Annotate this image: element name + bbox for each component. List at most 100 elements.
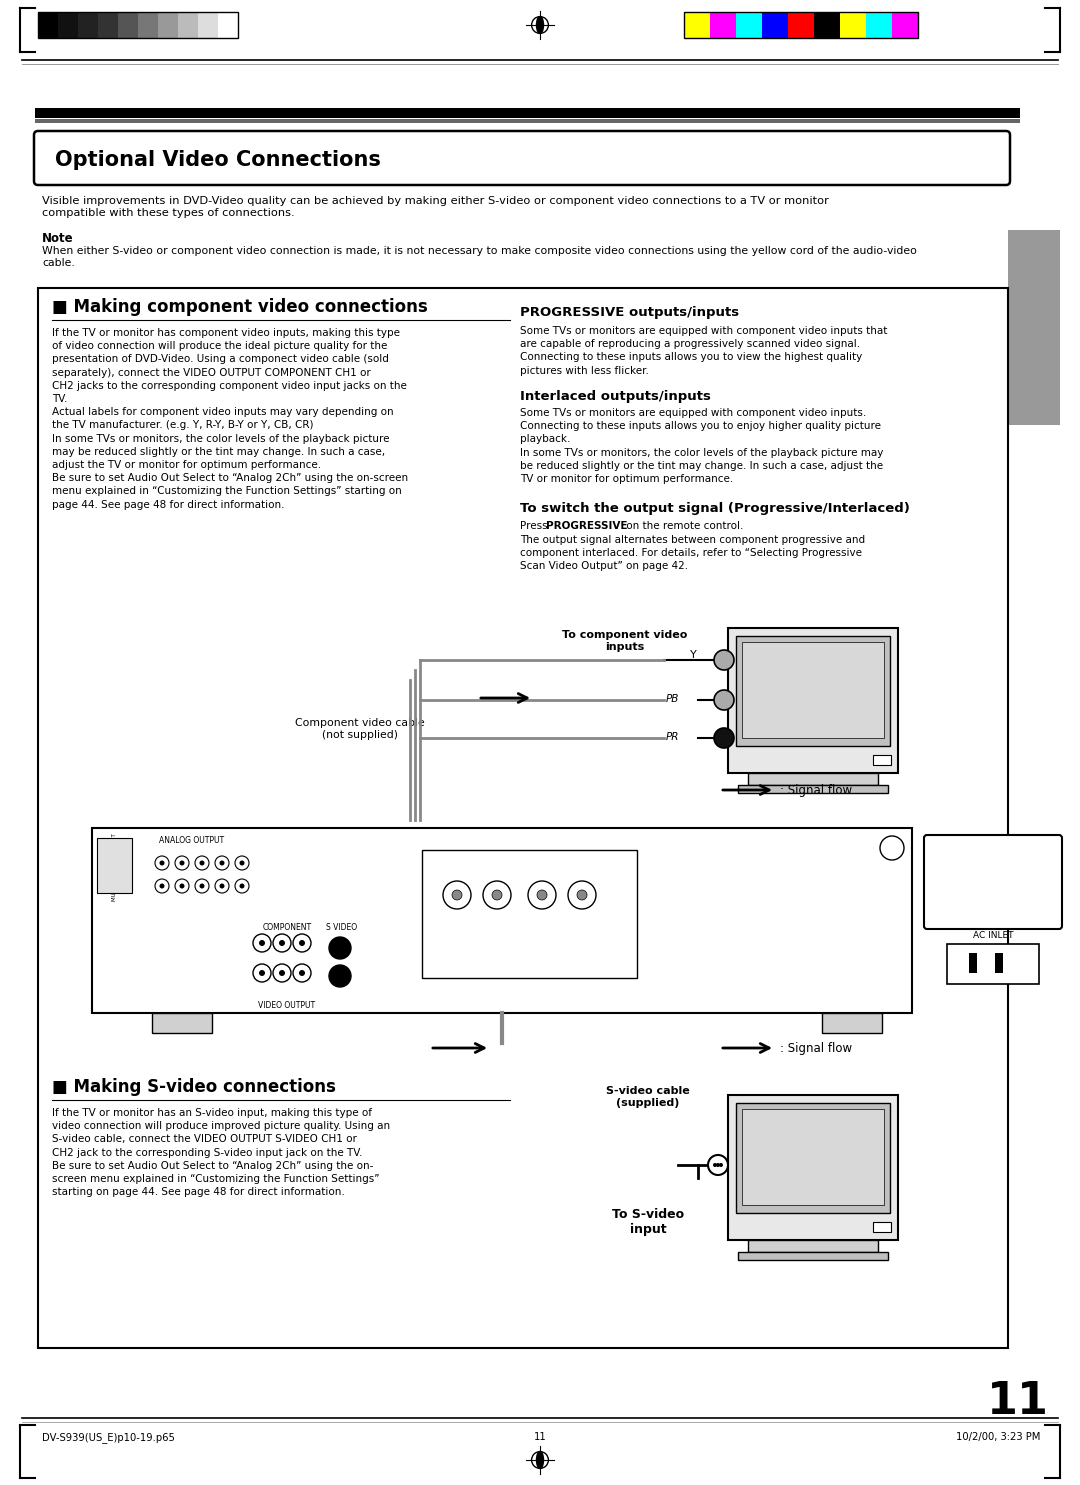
Circle shape [219,884,225,888]
Circle shape [708,1155,728,1175]
Bar [892,12,918,39]
Circle shape [483,881,511,909]
Text: When either S-video or component video connection is made, it is not necessary t: When either S-video or component video c… [42,247,917,267]
Bar [735,1103,890,1213]
Bar [748,1240,878,1252]
Text: To switch the output signal (Progressive/Interlaced): To switch the output signal (Progressive… [519,502,909,515]
Bar [873,754,891,765]
Bar [118,12,138,39]
Bar [748,774,878,786]
Bar [98,12,118,39]
Text: COAXIAL: COAXIAL [528,915,556,921]
Text: DV-S939(US_E)p10-19.p65: DV-S939(US_E)p10-19.p65 [42,1432,175,1443]
Text: Visible improvements in DVD-Video quality can be achieved by making either S-vid: Visible improvements in DVD-Video qualit… [42,196,828,218]
Circle shape [200,884,204,888]
Bar [873,1222,891,1233]
FancyBboxPatch shape [33,131,1010,186]
Circle shape [156,879,168,892]
Text: OPTICAL: OPTICAL [569,915,595,921]
Text: To S-video
input: To S-video input [612,1207,684,1236]
Circle shape [253,964,271,982]
Circle shape [714,650,734,670]
Circle shape [577,890,588,900]
Text: S VIDEO: S VIDEO [326,924,357,933]
Ellipse shape [537,16,543,33]
Bar [78,12,98,39]
Bar [866,12,892,39]
Text: 10/2/00, 3:23 PM: 10/2/00, 3:23 PM [956,1432,1040,1442]
Text: COAXIAL: COAXIAL [443,915,471,921]
Circle shape [329,965,351,988]
Text: S-video cable
(supplied): S-video cable (supplied) [606,1086,690,1108]
Circle shape [179,884,185,888]
Bar [735,636,890,745]
Bar [38,12,58,39]
Text: Rear [1] end: Rear [1] end [525,925,559,930]
Bar [38,12,238,39]
Circle shape [716,1163,720,1167]
Circle shape [179,860,185,866]
Text: Press: Press [519,521,551,532]
Circle shape [215,879,229,892]
Circle shape [453,890,462,900]
Bar [92,829,912,1013]
Text: on the remote control.: on the remote control. [623,521,743,532]
Text: Rear [1] end: Rear [1] end [565,925,599,930]
Bar [35,119,1020,123]
Text: The output signal alternates between component progressive and
component interla: The output signal alternates between com… [519,535,865,572]
Bar [1008,230,1059,425]
Bar [995,953,1003,973]
Circle shape [568,881,596,909]
Bar [840,12,866,39]
Bar [152,1013,212,1034]
Circle shape [528,881,556,909]
Circle shape [253,934,271,952]
Circle shape [443,881,471,909]
Circle shape [259,970,265,976]
Text: Y: Y [690,650,697,659]
Bar [38,288,1008,1348]
Text: PR: PR [665,732,678,742]
Bar [710,12,735,39]
Bar [684,12,710,39]
Text: ■ Making component video connections: ■ Making component video connections [52,298,428,316]
Text: ANALOG OUTPUT: ANALOG OUTPUT [160,836,225,845]
Text: VIDEO OUTPUT: VIDEO OUTPUT [258,1001,315,1010]
Text: : Signal flow: : Signal flow [780,784,852,797]
Circle shape [719,1163,723,1167]
Text: Rear [1] end: Rear [1] end [480,925,514,930]
Text: Optional Video Connections: Optional Video Connections [55,150,381,169]
Bar [178,12,198,39]
Text: AC INLET: AC INLET [973,931,1013,940]
Text: If the TV or monitor has component video inputs, making this type
of video conne: If the TV or monitor has component video… [52,328,408,509]
Circle shape [235,879,249,892]
Circle shape [240,860,244,866]
Circle shape [273,964,291,982]
Bar [814,12,840,39]
Text: Interlaced outputs/inputs: Interlaced outputs/inputs [519,391,711,402]
Bar [822,1013,882,1034]
Circle shape [279,940,285,946]
Text: Some TVs or monitors are equipped with component video inputs that
are capable o: Some TVs or monitors are equipped with c… [519,327,888,376]
Circle shape [537,890,546,900]
Bar [422,849,637,979]
Text: PB: PB [665,693,678,704]
Circle shape [714,728,734,748]
Text: 11: 11 [987,1380,1049,1423]
Bar [684,12,918,39]
Text: OPTICAL: OPTICAL [484,915,510,921]
Text: If the TV or monitor has an S-video input, making this type of
video connection : If the TV or monitor has an S-video inpu… [52,1108,390,1197]
Bar [947,944,1039,985]
Circle shape [714,691,734,710]
Text: Some TVs or monitors are equipped with component video inputs.
Connecting to the: Some TVs or monitors are equipped with c… [519,408,883,484]
Bar [218,12,238,39]
Text: Rear [1] end: Rear [1] end [440,925,474,930]
Circle shape [175,855,189,870]
Circle shape [293,934,311,952]
Circle shape [195,855,210,870]
Circle shape [219,860,225,866]
Circle shape [273,934,291,952]
Text: ■ Making S-video connections: ■ Making S-video connections [52,1078,336,1096]
Bar [738,1252,888,1259]
Bar [742,642,885,738]
